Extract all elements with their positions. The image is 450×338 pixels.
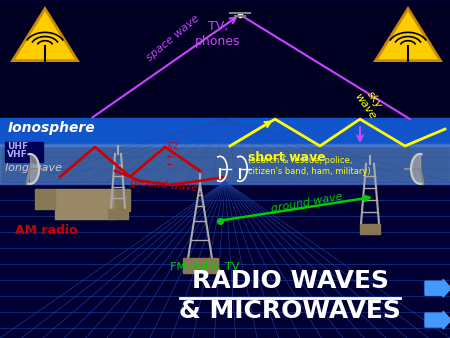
Bar [115,189,130,211]
Bar [55,189,115,219]
Polygon shape [376,9,441,61]
Bar [35,189,55,209]
Text: VHF: VHF [7,150,28,159]
Text: & MICROWAVES: & MICROWAVES [179,299,401,323]
Text: TV,
phones: TV, phones [195,20,241,48]
Text: (search & rescue, police,
citizen's band, ham, military): (search & rescue, police, citizen's band… [248,156,371,176]
Bar [360,223,380,234]
Bar [0,144,450,184]
Bar [5,142,43,162]
Text: ←: ← [167,160,173,169]
Text: Ionosphere: Ionosphere [8,121,95,135]
Bar [0,182,450,338]
Text: ground wave: ground wave [130,177,198,193]
Text: ground wave: ground wave [270,191,343,214]
FancyArrow shape [425,279,450,297]
Text: FM radio, TV: FM radio, TV [170,262,239,272]
Text: AM radio: AM radio [15,223,77,237]
Text: ←: ← [167,152,173,161]
Text: space wave: space wave [145,14,202,64]
Bar [0,118,450,146]
Text: RADIO WAVES: RADIO WAVES [192,269,388,293]
Text: short wave: short wave [248,151,326,164]
Text: sky
wave: sky wave [353,84,387,121]
FancyArrow shape [425,311,450,329]
Bar [183,259,218,273]
Polygon shape [13,9,77,61]
Bar [0,2,450,119]
Text: λ/2: λ/2 [167,142,179,151]
Text: long wave: long wave [5,163,62,173]
Text: UHF: UHF [7,142,28,151]
Bar [108,209,128,219]
